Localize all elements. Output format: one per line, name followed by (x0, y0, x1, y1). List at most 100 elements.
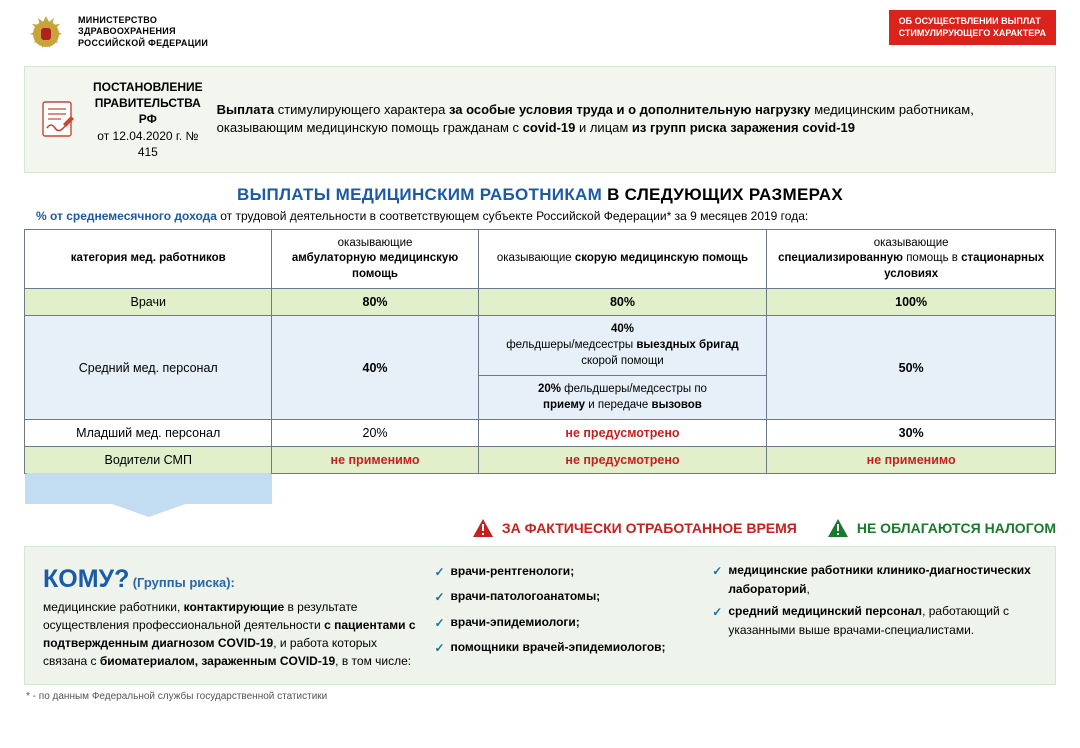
t: , в том числе: (335, 654, 411, 668)
v: 40% (363, 361, 388, 375)
t: и лицам (575, 120, 632, 135)
warning-red-icon (472, 518, 494, 538)
h1: категория мед. работников (71, 252, 226, 264)
emblem-icon (24, 10, 68, 54)
decree-text: Выплата стимулирующего характера за особ… (217, 101, 1037, 139)
cat: Врачи (25, 289, 272, 316)
subtitle-b: от трудовой деятельности в соответствующ… (217, 209, 808, 223)
check-list-1: ✓ врачи-рентгенологи; ✓ врачи-патологоанат… (434, 561, 694, 671)
h3a: оказывающие (497, 252, 575, 264)
komu-text: КОМУ? (Группы риска): медицинские работн… (43, 561, 416, 671)
t: медицинские работники, (43, 600, 184, 614)
check-icon: ✓ (434, 613, 444, 635)
check-icon: ✓ (434, 638, 444, 660)
ministry-l3: РОССИЙСКОЙ ФЕДЕРАЦИИ (78, 38, 208, 49)
table-row: Средний мед. персонал 40% 40% фельдшеры/… (25, 316, 1056, 376)
komu-block: КОМУ? (Группы риска): медицинские работн… (24, 546, 1056, 686)
h4a: оказывающие (874, 237, 949, 249)
t: помощники врачей-эпидемиологов; (451, 637, 666, 659)
note1: ЗА ФАКТИЧЕСКИ ОТРАБОТАННОЕ ВРЕМЯ (502, 520, 797, 536)
ministry-name: МИНИСТЕРСТВО ЗДРАВООХРАНЕНИЯ РОССИЙСКОЙ … (78, 15, 208, 49)
v: 80% (363, 295, 388, 309)
h2a: оказывающие (338, 237, 413, 249)
payments-table: категория мед. работников оказывающие амб… (24, 229, 1056, 504)
list-item: ✓ врачи-эпидемиологи; (434, 612, 694, 635)
t: медицинские работники клинико-диагностич… (728, 563, 1030, 596)
decree-l1: ПОСТАНОВЛЕНИЕ (93, 79, 203, 95)
subtitle-a: % от среднемесячного дохода (36, 209, 217, 223)
title-a: ВЫПЛАТЫ МЕДИЦИНСКИМ РАБОТНИКАМ (237, 185, 602, 204)
t: биоматериалом, зараженным COVID-19 (100, 654, 335, 668)
table-row: Младший мед. персонал 20% не предусмотре… (25, 420, 1056, 447)
check-icon: ✓ (434, 587, 444, 609)
t: , (807, 582, 810, 596)
page-header: МИНИСТЕРСТВО ЗДРАВООХРАНЕНИЯ РОССИЙСКОЙ … (0, 0, 1080, 62)
cat: Водители СМП (25, 447, 272, 474)
table-header: категория мед. работников оказывающие амб… (25, 229, 1056, 289)
cat: Младший мед. персонал (25, 420, 272, 447)
badge-l2: СТИМУЛИРУЮЩЕГО ХАРАКТЕРА (899, 28, 1046, 40)
notes-row: ЗА ФАКТИЧЕСКИ ОТРАБОТАННОЕ ВРЕМЯ НЕ ОБЛА… (24, 518, 1056, 538)
t: вызовов (652, 399, 702, 411)
list-item: ✓ помощники врачей-эпидемиологов; (434, 637, 694, 660)
footnote: * - по данным Федеральной службы государ… (26, 691, 1080, 702)
t: контактирующие (184, 600, 285, 614)
check-icon: ✓ (434, 562, 444, 584)
v: не применимо (867, 453, 956, 467)
v: не применимо (331, 453, 420, 467)
t: приему (543, 399, 585, 411)
v: 20% (538, 383, 561, 395)
ministry-l2: ЗДРАВООХРАНЕНИЯ (78, 26, 208, 37)
t: врачи-патологоанатомы; (451, 586, 601, 608)
v: 30% (899, 426, 924, 440)
t: врачи-рентгенологи; (451, 561, 575, 583)
t: средний медицинский персонал (728, 604, 922, 618)
t: за особые условия труда и о дополнительн… (449, 102, 811, 117)
h4b: специализированную (778, 252, 903, 264)
decree-l2: ПРАВИТЕЛЬСТВА РФ (93, 95, 203, 127)
note2: НЕ ОБЛАГАЮТСЯ НАЛОГОМ (857, 520, 1056, 536)
decree-box: ПОСТАНОВЛЕНИЕ ПРАВИТЕЛЬСТВА РФ от 12.04.… (24, 66, 1056, 173)
check-list-2: ✓ медицинские работники клинико-диагности… (712, 561, 1037, 671)
note-actual-time: ЗА ФАКТИЧЕСКИ ОТРАБОТАННОЕ ВРЕМЯ (472, 518, 797, 538)
arrow-down-icon (25, 473, 272, 517)
document-icon (37, 98, 79, 140)
t: фельдшеры/медсестры (506, 339, 636, 351)
decree-l3: от 12.04.2020 г. № 415 (93, 128, 203, 160)
h2b: амбулаторную медицинскую помощь (292, 252, 458, 280)
v: не предусмотрено (565, 426, 679, 440)
v: 20% (272, 420, 478, 447)
t: Выплата (217, 102, 274, 117)
t: covid-19 (523, 120, 576, 135)
cat: Средний мед. персонал (25, 316, 272, 420)
v: 40% (611, 323, 634, 335)
check-icon: ✓ (712, 603, 722, 622)
komu-sub: (Группы риска): (133, 575, 235, 590)
ministry-l1: МИНИСТЕРСТВО (78, 15, 208, 26)
warning-green-icon (827, 518, 849, 538)
note-no-tax: НЕ ОБЛАГАЮТСЯ НАЛОГОМ (827, 518, 1056, 538)
t: и передаче (585, 399, 651, 411)
t: врачи-эпидемиологи; (451, 612, 580, 634)
arrow-row (25, 474, 1056, 504)
list-item: ✓ медицинские работники клинико-диагности… (712, 561, 1037, 599)
list-item: ✓средний медицинский персонал, работающи… (712, 602, 1037, 640)
v: не предусмотрено (565, 453, 679, 467)
check-icon: ✓ (712, 562, 722, 581)
title-b: В СЛЕДУЮЩИХ РАЗМЕРАХ (602, 185, 843, 204)
t: скорой помощи (581, 355, 664, 367)
t: фельдшеры/медсестры по (561, 383, 707, 395)
table-row: Водители СМП не применимо не предусмотре… (25, 447, 1056, 474)
decree-title: ПОСТАНОВЛЕНИЕ ПРАВИТЕЛЬСТВА РФ от 12.04.… (93, 79, 203, 160)
h3b: скорую медицинскую помощь (575, 252, 748, 264)
badge-l1: ОБ ОСУЩЕСТВЛЕНИИ ВЫПЛАТ (899, 16, 1046, 28)
table-row: Врачи 80% 80% 100% (25, 289, 1056, 316)
list-item: ✓ врачи-патологоанатомы; (434, 586, 694, 609)
v: 100% (895, 295, 927, 309)
v: 50% (899, 361, 924, 375)
subtitle: % от среднемесячного дохода от трудовой … (36, 209, 1056, 223)
v: 80% (610, 295, 635, 309)
t: стимулирующего характера (274, 102, 449, 117)
t: выездных бригад (636, 339, 738, 351)
komu-title: КОМУ? (43, 565, 129, 593)
